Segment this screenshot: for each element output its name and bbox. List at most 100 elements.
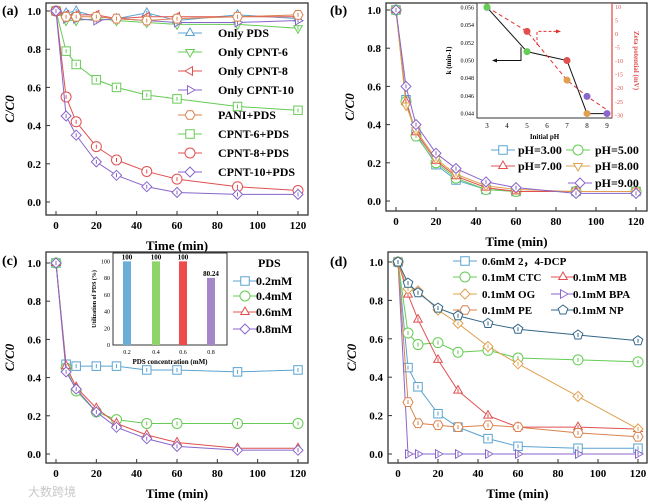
legend-label: 0.6mM 2，4-DCP [482, 256, 567, 268]
inset-x-tick-label: 8 [585, 122, 589, 130]
inset-x-tick-label: 0.4 [152, 350, 160, 356]
data-point [485, 448, 495, 460]
legend-label: Only PDS [218, 26, 269, 40]
legend-label: 0.1mM BPA [573, 289, 630, 301]
y-tick-label: 0.2 [27, 159, 41, 171]
legend-label: 0.1mM CTC [482, 272, 541, 284]
x-tick-label: 100 [590, 468, 607, 480]
y-tick-label: 0.6 [369, 334, 383, 346]
y-tick-label: 0.0 [367, 196, 381, 208]
y-tick-label: 0.6 [27, 82, 41, 94]
inset-y2-tick-label: -15 [615, 73, 623, 79]
legend-marker [187, 84, 197, 96]
x-axis-title: Time (min) [485, 234, 547, 249]
k-point [563, 57, 571, 64]
legend-marker [574, 177, 586, 189]
x-tick-label: 80 [212, 220, 224, 232]
inset-y2-tick-label: -20 [615, 86, 623, 92]
y-axis-title: C/C0 [2, 343, 17, 371]
panel-label: (c) [2, 254, 18, 269]
inset-x-tick-label: 9 [605, 122, 609, 130]
x-tick-label: 20 [91, 468, 103, 480]
legend-label: pH=8.00 [595, 159, 639, 173]
legend-marker [459, 305, 471, 315]
data-point [515, 448, 525, 460]
inset-y-tick-label: 0 [107, 343, 110, 349]
y-tick-label: 0.6 [27, 334, 41, 346]
legend-label: CPNT-10+PDS [218, 165, 295, 179]
y-tick-label: 0.2 [27, 411, 41, 423]
inset-y2-tick-label: 0 [615, 32, 618, 38]
inset-y-tick-label: 0.050 [461, 59, 475, 65]
data-point [635, 448, 645, 460]
legend-label: 0.1mM PE [482, 305, 532, 317]
bar-value-label: 100 [151, 253, 162, 261]
legend-label: pH=9.00 [595, 176, 639, 190]
bar-value-label: 100 [122, 253, 133, 261]
y-tick-label: 0.6 [367, 81, 381, 93]
zeta-line [486, 6, 608, 111]
x-tick-label: 80 [212, 468, 224, 480]
inset-y-title: k (min-1) [445, 46, 453, 74]
legend-marker [557, 270, 569, 280]
x-tick-label: 0 [395, 468, 401, 480]
inset-x-tick-label: 3 [485, 122, 489, 130]
x-tick-label: 120 [628, 216, 645, 228]
legend-label: CPNT-6+PDS [218, 127, 289, 141]
x-tick-label: 40 [131, 220, 143, 232]
x-tick-label: 20 [91, 220, 103, 232]
inset-y-tick-label: 80 [104, 276, 110, 282]
y-tick-label: 1.0 [367, 5, 381, 17]
inset-y-tick-label: 0.056 [461, 5, 475, 11]
legend-marker [184, 166, 196, 178]
legend-label: Only CPNT-6 [218, 45, 288, 59]
legend-marker [459, 288, 471, 300]
legend-label: pH=7.00 [518, 159, 562, 173]
y-tick-label: 0.8 [369, 295, 383, 307]
panel-label: (a) [2, 4, 19, 19]
y-tick-label: 1.0 [27, 258, 41, 270]
legend-label: Only CPNT-10 [218, 83, 294, 97]
series-CPNT-10-PDS [50, 5, 304, 201]
y-tick-label: 0.0 [27, 197, 41, 209]
y-tick-label: 0.0 [27, 449, 41, 461]
inset-y-title: Utilization of PDS (%) [91, 270, 98, 328]
x-tick-label: 40 [473, 468, 485, 480]
legend-marker [497, 159, 509, 169]
legend-label: PANI+PDS [218, 108, 276, 122]
panel-c: (c) 0 20 40 60 80 100 120 0.0 0.2 0.4 0.6 0.8 1.0 Time… [2, 251, 309, 501]
y-tick-label: 0.4 [367, 120, 381, 132]
inset-x-tick-label: 0.8 [207, 350, 215, 356]
legend-marker [557, 304, 569, 315]
inset-y-tick-label: 0.046 [461, 94, 475, 100]
zeta-point [523, 27, 531, 35]
inset-y2-tick-label: -25 [615, 100, 623, 106]
panel-a: (a) 0 20 40 60 80 100 120 0.0 0.2 0.4 0.6 0.8 1.0 Time… [2, 2, 309, 253]
bar-value-label: 100 [178, 253, 189, 261]
x-tick-label: 80 [551, 216, 563, 228]
data-point [405, 448, 415, 460]
x-tick-label: 40 [471, 216, 483, 228]
x-tick-label: 60 [172, 220, 184, 232]
legend-marker [239, 305, 251, 315]
k-point [523, 48, 531, 56]
y-tick-label: 0.2 [367, 158, 381, 170]
legend-label: 0.8mM [256, 322, 292, 336]
legend-marker [459, 271, 471, 283]
y-tick-label: 0.8 [27, 44, 41, 56]
inset-y2-tick-label: 5 [615, 19, 618, 25]
legend-label: 0.1mM NP [573, 305, 624, 317]
y-tick-label: 1.0 [27, 6, 41, 18]
x-tick-label: 0 [53, 468, 59, 480]
inset-y-tick-label: 40 [104, 310, 110, 316]
bar [207, 277, 215, 345]
data-point [455, 448, 465, 460]
inset-x-title: PDS concentration (mM) [132, 358, 208, 366]
y-tick-label: 0.4 [27, 373, 41, 385]
legend-label: CPNT-8+PDS [218, 146, 289, 160]
legend-label: 0.1mM OG [482, 289, 536, 301]
inset-y-tick-label: 60 [104, 293, 110, 299]
x-axis-title: Time (min) [486, 486, 548, 501]
legend-marker [185, 129, 195, 139]
zeta-point [583, 92, 591, 100]
